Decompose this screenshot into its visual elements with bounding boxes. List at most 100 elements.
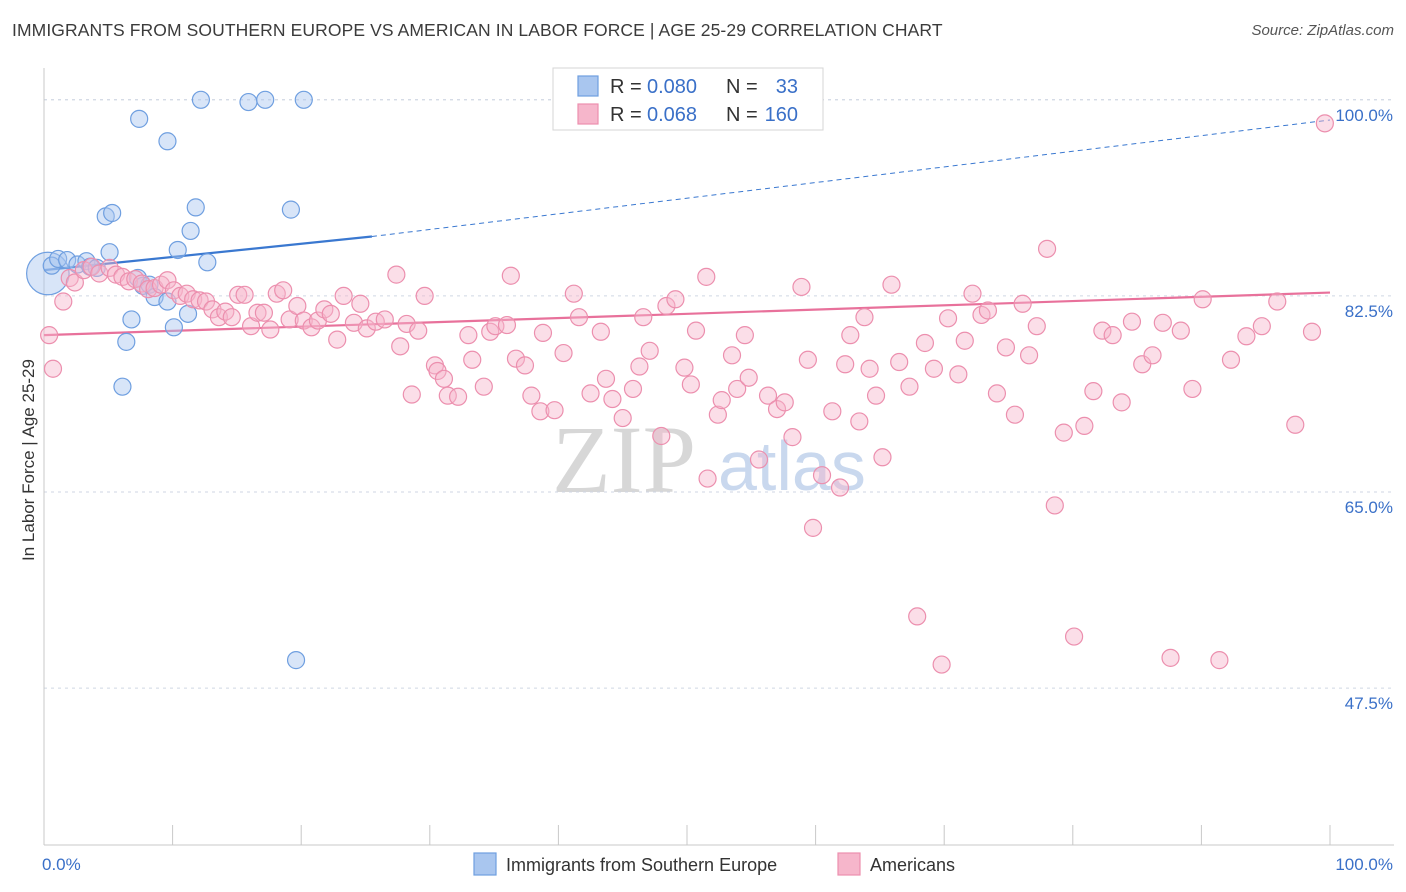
americans-point (866, 386, 886, 405)
southern-europe-point (158, 132, 177, 151)
americans-point (1252, 317, 1271, 336)
americans-point (634, 308, 653, 327)
americans-point (1286, 415, 1305, 434)
legend: R = 0.080 N = 33 R = 0.068 N = 160 (552, 67, 824, 131)
americans-point (1193, 290, 1212, 309)
americans-point (739, 368, 758, 387)
americans-point (40, 326, 59, 345)
americans-point (932, 655, 951, 674)
americans-point (254, 303, 274, 322)
americans-point (1221, 350, 1241, 369)
americans-point (463, 350, 482, 369)
americans-point (675, 358, 694, 377)
americans-point (836, 355, 855, 374)
americans-point (758, 386, 778, 405)
y-axis-title: In Labor Force | Age 25-29 (19, 359, 38, 561)
americans-point (640, 341, 659, 360)
americans-point (812, 466, 832, 485)
americans-point (391, 337, 410, 356)
americans-point (1171, 321, 1190, 340)
americans-point (708, 405, 727, 424)
americans-point (630, 357, 649, 376)
americans-point (850, 412, 869, 431)
americans-point (949, 365, 968, 384)
americans-point (698, 469, 717, 488)
legend-r-value: 0.068 (647, 104, 697, 126)
americans-point (1037, 239, 1057, 258)
americans-point (65, 273, 84, 292)
americans-point (1161, 648, 1180, 667)
americans-point (545, 401, 564, 420)
legend-n-label: N = (726, 76, 758, 98)
americans-point (735, 326, 754, 345)
americans-point (613, 408, 632, 428)
americans-point (855, 308, 874, 327)
americans-point (873, 448, 892, 467)
x-tick-label: 100.0% (1335, 855, 1393, 874)
americans-point (328, 330, 347, 349)
americans-point (996, 338, 1016, 357)
americans-point (1143, 346, 1162, 365)
southern-europe-point (186, 198, 205, 217)
americans-point (1027, 317, 1046, 336)
americans-point (908, 607, 927, 626)
americans-point (1019, 346, 1039, 365)
americans-point (955, 331, 974, 350)
bottom-legend-label: Immigrants from Southern Europe (506, 855, 777, 875)
americans-point (623, 379, 643, 399)
southern-europe-point (198, 253, 217, 272)
americans-point (722, 346, 742, 365)
americans-point (963, 284, 982, 303)
southern-europe-trend-extension (371, 119, 1331, 238)
americans-point (1005, 405, 1025, 424)
southern-europe-point (281, 200, 301, 219)
southern-europe-point (294, 90, 313, 109)
americans-point (222, 308, 241, 327)
americans-point (924, 359, 944, 378)
americans-point (681, 375, 700, 394)
americans-point (978, 301, 998, 320)
legend-n-value: 33 (776, 76, 798, 98)
americans-point (749, 450, 769, 469)
watermark-zip: ZIP (552, 406, 696, 513)
southern-europe-point (181, 221, 200, 241)
legend-n-label: N = (726, 104, 758, 126)
americans-point (830, 478, 850, 497)
americans-point (351, 294, 370, 313)
americans-point (697, 267, 716, 286)
americans-point (54, 292, 73, 311)
southern-europe-point (130, 109, 149, 128)
southern-europe-point (239, 92, 258, 112)
bottom-legend-swatch (837, 852, 861, 876)
chart-title: IMMIGRANTS FROM SOUTHERN EUROPE VS AMERI… (12, 20, 943, 40)
americans-point (506, 349, 526, 368)
americans-point (783, 428, 802, 447)
southern-europe-point (100, 243, 119, 262)
americans-point (409, 321, 428, 340)
americans-point (1103, 326, 1122, 345)
americans-point (554, 343, 573, 363)
americans-point (334, 286, 353, 306)
americans-point (1064, 627, 1084, 646)
americans-point (375, 310, 394, 329)
y-tick-label: 100.0% (1335, 106, 1393, 125)
americans-point (1084, 382, 1103, 401)
americans-point (321, 304, 340, 323)
americans-point (1153, 313, 1172, 332)
americans-point (280, 310, 299, 329)
bottom-legend-label: Americans (870, 855, 955, 875)
axes: 100.0% 82.5% 65.0% 47.5% 0.0% 100.0% (42, 68, 1394, 874)
americans-point (515, 356, 535, 375)
y-tick-label: 47.5% (1345, 694, 1393, 713)
americans-point (100, 258, 119, 277)
americans-point (235, 285, 254, 304)
data-points (26, 90, 1334, 674)
americans-point (1133, 355, 1152, 374)
americans-point (497, 315, 517, 335)
source-credit: Source: ZipAtlas.com (1251, 22, 1394, 39)
americans-point (915, 333, 935, 353)
americans-point (1210, 651, 1229, 670)
southern-europe-point (103, 203, 122, 223)
americans-point (1315, 114, 1334, 133)
